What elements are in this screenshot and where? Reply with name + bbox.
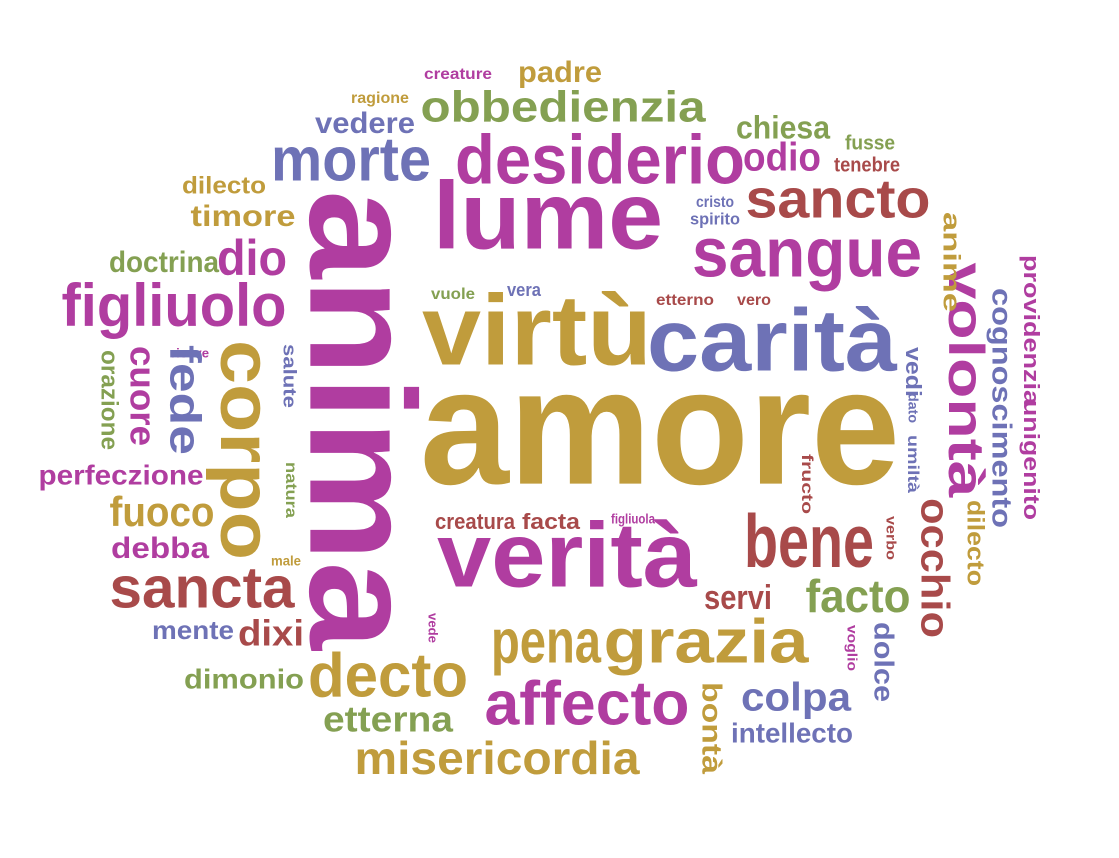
word-pena: pena bbox=[491, 607, 601, 676]
word-vuole: vuole bbox=[431, 286, 475, 303]
word-vedere: vedere bbox=[315, 107, 415, 140]
word-dilecto: dilecto bbox=[182, 172, 266, 199]
word-voglio: voglio bbox=[844, 625, 860, 671]
word-servi: servi bbox=[704, 579, 772, 617]
word-chiesa: chiesa bbox=[736, 109, 830, 145]
word-cristo: cristo bbox=[696, 194, 734, 211]
word-occhio: occhio bbox=[912, 498, 956, 638]
word-dio: dio bbox=[217, 230, 287, 286]
word-umilta: umiltà bbox=[904, 435, 921, 493]
word-sancta: sancta bbox=[110, 555, 296, 620]
word-vera: vera bbox=[507, 280, 542, 300]
word-dixi: dixi bbox=[238, 613, 304, 654]
word-carita: carità bbox=[647, 290, 898, 389]
word-dato: dato bbox=[905, 393, 921, 423]
word-verita: verità bbox=[437, 504, 698, 606]
word-creature: creature bbox=[424, 66, 492, 83]
word-debba: debba bbox=[111, 532, 209, 565]
word-doctrina: doctrina bbox=[109, 246, 219, 279]
word-orazione: orazione bbox=[96, 350, 123, 450]
word-fructo: fructo bbox=[798, 454, 815, 514]
word-lume: lume bbox=[433, 162, 663, 269]
word-fusse: fusse bbox=[845, 132, 895, 154]
word-padre: padre bbox=[518, 56, 602, 89]
word-misericordia: misericordia bbox=[355, 732, 640, 784]
word-creatura: creatura bbox=[435, 509, 516, 534]
word-facto: facto bbox=[806, 570, 911, 622]
word-etterna: etterna bbox=[323, 699, 454, 740]
word-dolce: dolce bbox=[869, 622, 900, 702]
word-dimonio: dimonio bbox=[184, 663, 304, 694]
word-sangue: sangue bbox=[692, 213, 922, 291]
word-decto: decto bbox=[308, 641, 468, 710]
word-timore: timore bbox=[191, 200, 296, 233]
word-morte: morte bbox=[271, 125, 431, 194]
word-volonta: volontà bbox=[938, 263, 994, 498]
word-perfeczione: perfeczione bbox=[39, 459, 204, 490]
word-anima: anima bbox=[278, 190, 446, 652]
word-vedi: vedi bbox=[901, 347, 926, 397]
word-fuoco: fuoco bbox=[110, 488, 215, 535]
word-vede: vede bbox=[426, 613, 441, 643]
word-obbedienzia: obbedienzia bbox=[421, 83, 707, 132]
word-corpo: corpo bbox=[205, 340, 285, 560]
word-desiderio: desiderio bbox=[455, 120, 745, 198]
word-fede: fede bbox=[160, 345, 209, 455]
word-anime: dilecto bbox=[962, 500, 989, 586]
word-mente: mente bbox=[152, 615, 234, 645]
word-affecto: affecto bbox=[485, 669, 690, 738]
word-male: male bbox=[271, 553, 301, 569]
word-providenzia: providenzia bbox=[1019, 255, 1044, 406]
word-bene: bene bbox=[744, 499, 874, 583]
word-virtu: virtù bbox=[422, 274, 652, 386]
word-grazia: grazia bbox=[604, 607, 810, 676]
word-unigenito: unigenito bbox=[1019, 400, 1044, 520]
word-odio: odio bbox=[743, 136, 821, 180]
word-intellecto: intellecto bbox=[731, 717, 853, 748]
word-figliuolo: figliuolo bbox=[62, 272, 287, 339]
word-amore: amore bbox=[420, 335, 900, 519]
word-facta: facta bbox=[522, 509, 581, 534]
word-cuore: cuore bbox=[122, 346, 163, 446]
word-sancto: sancto bbox=[746, 168, 931, 230]
word-colpa: colpa bbox=[741, 676, 852, 720]
word-vero: vero bbox=[737, 292, 771, 309]
word-bonta: bontà bbox=[697, 682, 728, 775]
word-figliuola: figliuola bbox=[611, 511, 655, 527]
word-divina: anime bbox=[938, 212, 965, 312]
word-natura: natura bbox=[282, 462, 299, 518]
word-cognoscimento: cognoscimento bbox=[987, 288, 1018, 528]
word-ragione: ragione bbox=[351, 90, 409, 107]
word-spirito: spirito bbox=[690, 209, 740, 228]
word-etterno: etterno bbox=[656, 292, 714, 309]
word-salute: salute bbox=[279, 344, 299, 408]
word-riceve: riceve bbox=[171, 345, 209, 360]
word-tenebre: tenebre bbox=[834, 154, 900, 176]
word-verbo: verbo bbox=[883, 516, 899, 560]
